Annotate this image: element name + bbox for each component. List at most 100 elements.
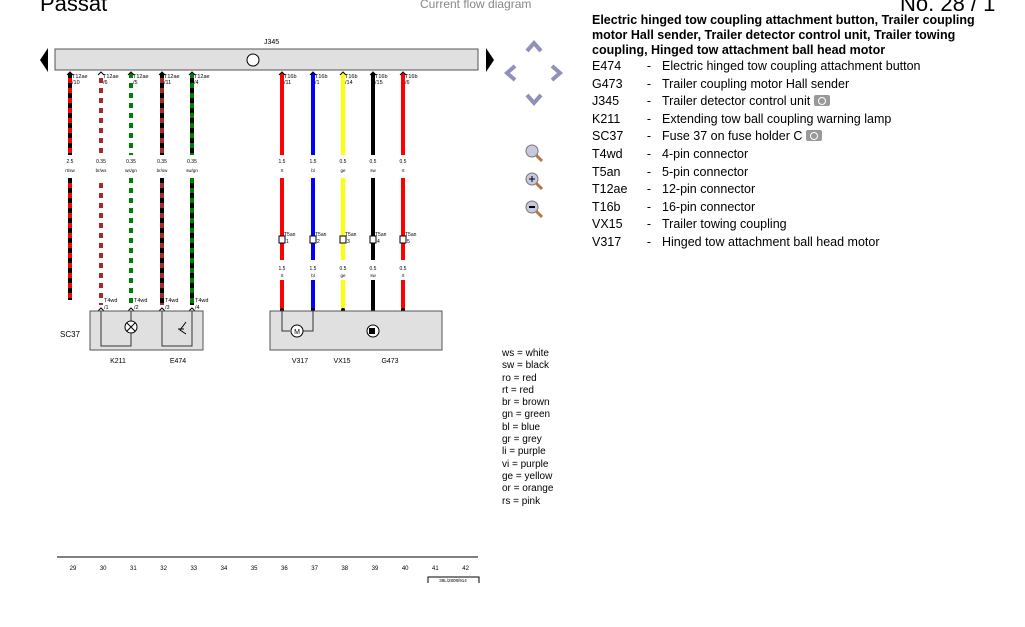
t5an-label: T5an [405,232,417,238]
camera-icon[interactable] [814,95,831,107]
legend-item: E474 - Electric hinged tow coupling attach… [592,58,1012,76]
wire-size-label: 0.5 [370,266,377,272]
color-code-item: rs = pink [502,495,541,507]
arrow-up-icon[interactable] [523,36,545,58]
header-center: Current flow diagram [420,0,532,11]
color-code-item: br = brown [502,397,550,409]
wire-pin-label: /6 [103,80,108,86]
wire-size-label: 0.35 [187,159,197,165]
legend-code: K211 [592,111,621,126]
color-code-legend: ws = white sw = black ro = red rt = red br =… [502,348,553,508]
color-code-item: sw = black [502,360,549,372]
wire-size-label: 1.5 [279,266,286,272]
legend-description-text: 5-pin connector [662,164,749,179]
legend-description-text: 16-pin connector [662,199,756,214]
legend-description: Trailer detector control unit [662,93,831,111]
legend-dash: - [646,234,652,249]
wire-size-label: 0.5 [340,159,347,165]
t5an-label: T5an [315,232,327,238]
page-header: Passat Current flow diagram No. 28 / 1 [0,0,1025,16]
legend-description: Trailer coupling motor Hall sender [662,76,849,94]
legend-dash: - [646,217,652,232]
column-number: 39 [372,566,379,572]
wire-size-label: 0.35 [126,159,136,165]
header-model: Passat [40,0,108,16]
t5an-label: T5an [284,232,296,238]
electronic-symbol-icon [246,53,260,67]
wire-connector-label: T12ae [194,74,210,80]
motor-m: M [294,329,300,336]
zoom-fit-icon[interactable] [523,142,545,164]
arrow-down-icon[interactable] [523,88,545,110]
component-vx15-label: VX15 [333,358,350,365]
wire-size-label: 0.5 [400,266,407,272]
legend-dash: - [646,94,652,109]
component-legend: Electric hinged tow coupling attachment … [592,13,1012,252]
wire [369,71,377,312]
wiring-diagram: J345 T12ae/10 2.5 rt/sw T12ae/6 0.35 br/ws T4wd… [40,39,494,583]
wire-color-code: ge [340,273,346,278]
arrow-left-icon[interactable] [500,62,522,84]
legend-item: K211 - Extending tow ball coupling warning… [592,111,1012,129]
arrow-right-icon[interactable] [545,62,567,84]
zoom-out-icon[interactable] [523,198,545,220]
camera-icon[interactable] [806,130,823,142]
wire-size-label: 0.5 [370,159,377,165]
legend-code: V317 [592,234,622,249]
column-number: 31 [130,566,137,572]
column-number: 30 [100,566,107,572]
legend-description-text: Extending tow ball coupling warning lamp [662,111,892,126]
wire-color-code: br/ws [96,168,108,173]
color-code-item: vi = purple [502,458,549,470]
legend-dash: - [646,164,652,179]
t4wd-label: T4wd [104,298,117,304]
legend-code: G473 [592,76,623,91]
fuse-sc37-label: SC37 [60,330,81,339]
legend-description: 16-pin connector [662,199,755,217]
legend-item: G473 - Trailer coupling motor Hall sender [592,76,1012,94]
legend-code: J345 [592,94,620,109]
legend-code: E474 [592,59,622,73]
wire-color-code: bl [311,168,315,173]
wire-pin-label: /5 [133,80,138,86]
wire-size-label: 0.5 [400,159,407,165]
legend-item: T4wd -4-pin connector [592,146,1012,164]
wire-size-label: 0.35 [96,159,106,165]
legend-code: VX15 [592,217,623,232]
legend-dash: - [646,182,652,197]
legend-item: J345 - Trailer detector control unit [592,93,1012,111]
t4wd-label: T4wd [195,298,208,304]
legend-item: T12ae -12-pin connector [592,181,1012,199]
column-number: 35 [251,566,258,572]
component-e474-label: E474 [170,358,186,365]
legend-description-text: Trailer towing coupling [662,217,787,232]
wire-connector-label: T16b [315,74,328,80]
wire-color-code: bl [311,273,315,278]
column-number: 41 [432,566,439,572]
legend-item: VX15 - Trailer towing coupling [592,216,1012,234]
t4wd-pin-label: /2 [134,305,139,311]
scroll-left-arrow[interactable] [40,48,48,72]
t5an-pin-label: 3 [347,239,350,245]
wire-color-code: rt [402,273,405,278]
legend-description: Fuse 37 on fuse holder C [662,128,823,146]
legend-item: SC37 - Fuse 37 on fuse holder C [592,128,1012,146]
wire-size-label: 1.5 [279,159,286,165]
legend-item: T5an -5-pin connector [592,164,1012,182]
legend-description: Trailer towing coupling [662,216,787,234]
motor-icon [290,324,304,338]
column-number: 36 [281,566,288,572]
wire [97,71,105,312]
zoom-in-icon[interactable] [523,170,545,192]
wire-pin-label: /6 [405,80,410,86]
switch-icon [178,321,187,335]
component-v317-label: V317 [292,358,308,365]
t5an-pin-label: 5 [407,239,410,245]
legend-code: T16b [592,199,621,214]
t4wd-label: T4wd [165,298,178,304]
legend-description: 12-pin connector [662,181,755,199]
wire [127,71,135,312]
scroll-right-arrow[interactable] [486,48,494,72]
t4wd-pin-label: /4 [195,305,200,311]
legend-description-text: Trailer detector control unit [662,94,811,109]
